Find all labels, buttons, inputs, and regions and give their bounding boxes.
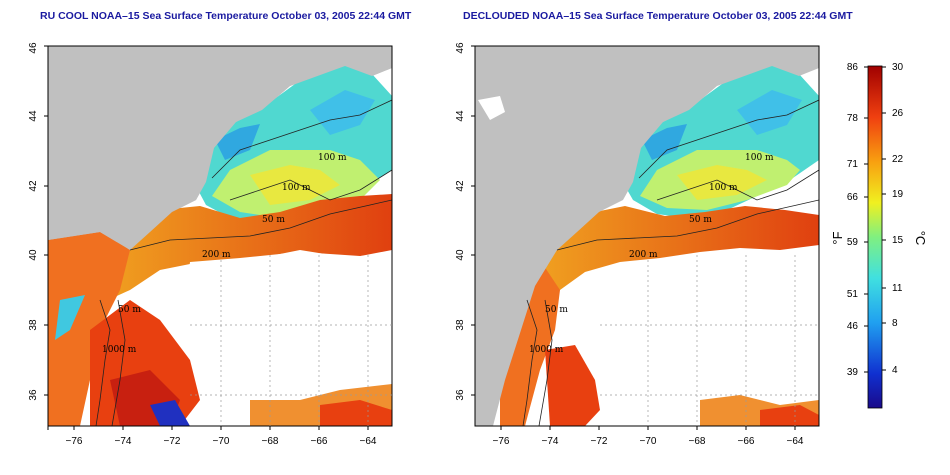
fahrenheit-tick: 46 xyxy=(847,321,859,332)
celsius-tick: 30 xyxy=(892,62,904,73)
cloud-left xyxy=(185,252,392,402)
lon-tick: −70 xyxy=(640,436,657,447)
contour-label: 50 m xyxy=(689,215,712,225)
right-lat-ticks: 36 38 40 42 44 46 xyxy=(455,42,466,401)
contour-label: 1000 m xyxy=(529,345,564,355)
lon-tick: −72 xyxy=(591,436,608,447)
lat-tick: 42 xyxy=(455,180,466,192)
contour-label: 100 m xyxy=(282,183,311,193)
left-panel-title: RU COOL NOAA–15 Sea Surface Temperature … xyxy=(40,10,412,22)
right-panel-title: DECLOUDED NOAA–15 Sea Surface Temperatur… xyxy=(463,10,853,22)
left-lat-ticks: 36 38 40 42 44 46 xyxy=(28,42,39,401)
lat-tick: 40 xyxy=(455,249,466,261)
contour-label: 50 m xyxy=(118,305,141,315)
lon-tick: −68 xyxy=(689,436,706,447)
contour-label: 100 m xyxy=(709,183,738,193)
right-map xyxy=(475,46,819,426)
celsius-tick: 22 xyxy=(892,154,904,165)
lat-tick: 44 xyxy=(455,110,466,122)
colorbar-gradient xyxy=(867,65,883,409)
lon-tick: −64 xyxy=(787,436,804,447)
contour-label: 200 m xyxy=(202,250,231,260)
fahrenheit-label: °F xyxy=(830,231,845,244)
celsius-tick: 26 xyxy=(892,108,904,119)
land-right xyxy=(475,46,819,426)
contour-label: 1000 m xyxy=(102,345,137,355)
warm-band-left xyxy=(108,194,392,300)
lon-tick: −66 xyxy=(311,436,328,447)
left-map-frame xyxy=(47,45,393,427)
fahrenheit-tick: 66 xyxy=(847,192,859,203)
lon-tick: −76 xyxy=(493,436,510,447)
fahrenheit-tick: 51 xyxy=(847,289,859,300)
lon-tick: −70 xyxy=(213,436,230,447)
lat-tick: 44 xyxy=(28,110,39,122)
lon-tick: −76 xyxy=(66,436,83,447)
lon-tick: −74 xyxy=(542,436,559,447)
celsius-tick: 15 xyxy=(892,235,904,246)
lon-tick: −72 xyxy=(164,436,181,447)
contour-label: 200 m xyxy=(629,250,658,260)
lat-tick: 42 xyxy=(28,180,39,192)
fahrenheit-tick: 39 xyxy=(847,367,859,378)
lat-tick: 40 xyxy=(28,249,39,261)
fahrenheit-tick: 71 xyxy=(847,159,859,170)
lat-tick: 46 xyxy=(455,42,466,54)
warm-band-right xyxy=(540,206,819,300)
lat-tick: 46 xyxy=(28,42,39,54)
celsius-label: °C xyxy=(913,231,928,246)
lon-tick: −68 xyxy=(262,436,279,447)
colorbar: 86 78 71 66 59 51 46 39 30 26 22 19 15 1… xyxy=(830,62,928,409)
lat-tick: 38 xyxy=(28,319,39,331)
left-map xyxy=(48,46,392,426)
left-lon-ticks: −76 −74 −72 −70 −68 −66 −64 xyxy=(66,436,377,447)
contour-label: 100 m xyxy=(745,153,774,163)
lon-tick: −64 xyxy=(360,436,377,447)
right-map-frame xyxy=(474,45,820,427)
lon-tick: −66 xyxy=(738,436,755,447)
celsius-tick: 19 xyxy=(892,189,904,200)
lat-tick: 36 xyxy=(455,389,466,401)
contour-label: 100 m xyxy=(318,153,347,163)
celsius-tick: 11 xyxy=(892,283,903,294)
lat-tick: 38 xyxy=(455,319,466,331)
lat-tick: 36 xyxy=(28,389,39,401)
celsius-tick: 4 xyxy=(892,365,898,376)
lon-tick: −74 xyxy=(115,436,132,447)
right-lon-ticks: −76 −74 −72 −70 −68 −66 −64 xyxy=(493,436,804,447)
fahrenheit-tick: 59 xyxy=(847,237,859,248)
contour-label: 50 m xyxy=(545,305,568,315)
contour-label: 50 m xyxy=(262,215,285,225)
celsius-tick: 8 xyxy=(892,318,898,329)
fahrenheit-tick: 78 xyxy=(847,113,859,124)
fahrenheit-tick: 86 xyxy=(847,62,859,73)
